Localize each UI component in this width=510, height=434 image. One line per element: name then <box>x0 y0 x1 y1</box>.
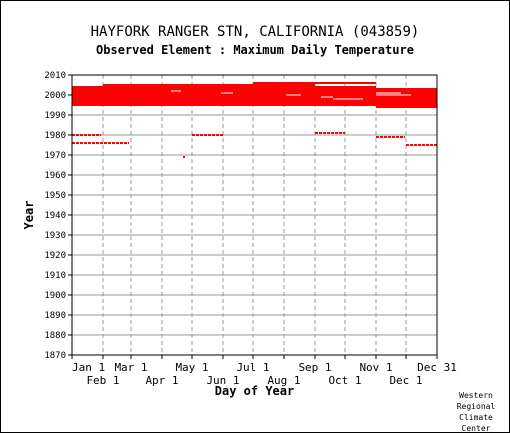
y-tick-label: 2010 <box>44 71 66 81</box>
x-tick-label: Dec 1 <box>389 374 422 387</box>
x-tick-label: May 1 <box>175 361 208 374</box>
chart-title: HAYFORK RANGER STN, CALIFORNIA (043859) <box>90 24 420 40</box>
y-tick-label: 1980 <box>44 131 66 141</box>
chart-subtitle: Observed Element : Maximum Daily Tempera… <box>96 43 414 57</box>
credit-line-2: Regional <box>456 402 496 411</box>
y-tick-label: 1890 <box>44 311 66 321</box>
credit-line-4: Center <box>461 424 491 433</box>
y-tick-label: 1970 <box>44 151 66 161</box>
x-tick-label: Nov 1 <box>359 361 392 374</box>
x-tick-label: Dec 31 <box>417 361 457 374</box>
x-tick-label: Oct 1 <box>328 374 361 387</box>
x-tick-label: Jun 1 <box>206 374 239 387</box>
y-tick-label: 1910 <box>44 271 66 281</box>
credit-line-1: Western <box>459 391 493 400</box>
x-tick-label: Jan 1 <box>72 361 105 374</box>
y-tick-label: 1880 <box>44 331 66 341</box>
credit-line-3: Climate <box>459 413 493 422</box>
y-tick-label: 1990 <box>44 111 66 121</box>
data-block <box>72 86 376 106</box>
credit-block: Western Regional Climate Center <box>450 390 502 434</box>
x-tick-label: Apr 1 <box>145 374 178 387</box>
x-tick-label: Mar 1 <box>114 361 147 374</box>
y-tick-label: 1900 <box>44 291 66 301</box>
y-tick-label: 1920 <box>44 251 66 261</box>
y-tick-label: 1930 <box>44 231 66 241</box>
x-tick-label: Aug 1 <box>267 374 300 387</box>
x-axis-label: Day of Year <box>215 384 294 398</box>
x-tick-label: Jul 1 <box>236 361 269 374</box>
x-tick-label: Feb 1 <box>86 374 119 387</box>
x-tick-label: Sep 1 <box>298 361 331 374</box>
y-axis-label: Year <box>22 201 36 230</box>
y-tick-label: 2000 <box>44 91 66 101</box>
y-tick-label: 1950 <box>44 191 66 201</box>
y-tick-label: 1960 <box>44 171 66 181</box>
data-block <box>376 88 437 108</box>
y-tick-label: 1870 <box>44 351 66 361</box>
y-tick-label: 1940 <box>44 211 66 221</box>
